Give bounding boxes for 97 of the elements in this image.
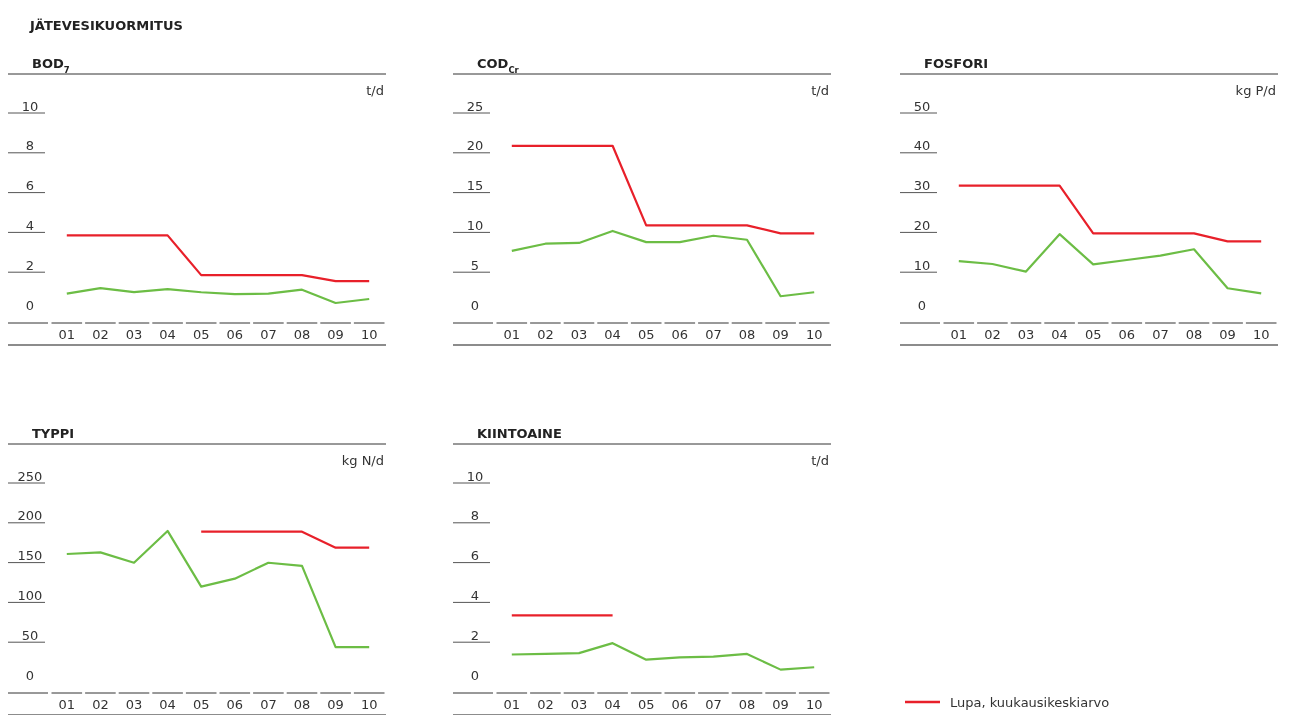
y-axis-title: t/d bbox=[366, 83, 384, 98]
x-tick-label: 03 bbox=[1017, 327, 1035, 342]
chart-title: BOD$_{7}$ bbox=[32, 56, 70, 75]
x-tick-label: 08 bbox=[293, 327, 311, 342]
y-tick-label: 50 bbox=[21, 627, 39, 643]
x-tick-label: 07 bbox=[1152, 327, 1169, 342]
x-tick-label: 02 bbox=[537, 697, 554, 712]
y-tick-label: 20 bbox=[466, 138, 484, 154]
x-tick-label: 05 bbox=[192, 327, 210, 342]
x-tick-label: 08 bbox=[738, 327, 756, 342]
x-tick-label: 06 bbox=[1118, 327, 1136, 342]
line-series bbox=[510, 229, 816, 298]
y-tick-label: 4 bbox=[25, 217, 35, 233]
y-tick-label: 8 bbox=[25, 138, 35, 154]
chart-title: TYPPI bbox=[32, 426, 75, 441]
x-tick-label: 04 bbox=[1051, 327, 1068, 342]
x-tick-label: 03 bbox=[125, 327, 143, 342]
x-tick-label: 01 bbox=[58, 697, 76, 712]
x-tick-label: 04 bbox=[159, 697, 176, 712]
y-tick-label: 4 bbox=[470, 587, 480, 603]
chart-title: FOSFORI bbox=[924, 56, 989, 71]
x-tick-label: 09 bbox=[772, 327, 789, 342]
y-tick-label: 100 bbox=[17, 587, 43, 603]
x-tick-label: 04 bbox=[604, 327, 621, 342]
chart-title: COD$_{Cr}$ bbox=[477, 56, 520, 75]
x-tick-label: 07 bbox=[260, 697, 277, 712]
x-tick-label: 07 bbox=[260, 327, 277, 342]
line-series bbox=[957, 233, 1263, 295]
x-tick-label: 08 bbox=[738, 697, 756, 712]
y-axis-title: t/d bbox=[811, 83, 829, 98]
x-tick-label: 06 bbox=[226, 697, 244, 712]
x-tick-label: 09 bbox=[327, 697, 344, 712]
x-tick-label: 04 bbox=[604, 697, 621, 712]
y-tick-label: 8 bbox=[470, 508, 480, 524]
line-series bbox=[65, 286, 371, 305]
y-tick-label: 10 bbox=[466, 468, 484, 484]
text: JÄTEVESIKUORMITUS bbox=[29, 18, 183, 33]
y-tick-label: 20 bbox=[913, 217, 931, 233]
y-tick-label: 10 bbox=[913, 257, 931, 273]
y-tick-label: 2 bbox=[470, 627, 480, 643]
x-tick-label: 06 bbox=[671, 697, 689, 712]
x-tick-label: 07 bbox=[705, 697, 722, 712]
y-tick-label: 6 bbox=[25, 178, 35, 194]
x-tick-label: 05 bbox=[1084, 327, 1102, 342]
x-tick-label: 07 bbox=[705, 327, 722, 342]
chart-title: KIINTOAINE bbox=[477, 426, 562, 441]
x-tick-label: 05 bbox=[192, 697, 210, 712]
y-axis-title: kg N/d bbox=[341, 453, 384, 468]
legend-label: Lupa, kuukausikeskiarvo bbox=[950, 695, 1110, 710]
x-tick-label: 10 bbox=[805, 697, 823, 712]
y-tick-label: 0 bbox=[470, 667, 480, 683]
x-tick-label: 09 bbox=[772, 697, 789, 712]
y-tick-label: 10 bbox=[466, 217, 484, 233]
x-tick-label: 06 bbox=[226, 327, 244, 342]
y-tick-label: 150 bbox=[17, 548, 43, 564]
x-tick-label: 04 bbox=[159, 327, 176, 342]
x-tick-label: 06 bbox=[671, 327, 689, 342]
x-tick-label: 02 bbox=[984, 327, 1001, 342]
x-tick-label: 02 bbox=[537, 327, 554, 342]
x-tick-label: 10 bbox=[1252, 327, 1270, 342]
y-tick-label: 0 bbox=[25, 667, 35, 683]
y-tick-label: 50 bbox=[913, 98, 931, 114]
y-tick-label: 0 bbox=[25, 297, 35, 313]
line-series bbox=[65, 529, 371, 649]
x-tick-label: 09 bbox=[327, 327, 344, 342]
y-axis-title: kg P/d bbox=[1235, 83, 1276, 98]
line-series bbox=[510, 642, 816, 671]
y-tick-label: 2 bbox=[25, 257, 35, 273]
x-tick-label: 01 bbox=[58, 327, 76, 342]
x-tick-label: 05 bbox=[637, 327, 655, 342]
x-tick-label: 01 bbox=[503, 697, 521, 712]
y-tick-label: 5 bbox=[470, 257, 480, 273]
x-tick-label: 05 bbox=[637, 697, 655, 712]
y-tick-label: 0 bbox=[917, 297, 927, 313]
x-tick-label: 08 bbox=[1185, 327, 1203, 342]
y-tick-label: 6 bbox=[470, 548, 480, 564]
x-tick-label: 02 bbox=[92, 697, 109, 712]
x-tick-label: 10 bbox=[805, 327, 823, 342]
y-tick-label: 40 bbox=[913, 138, 931, 154]
x-tick-label: 01 bbox=[503, 327, 521, 342]
x-tick-label: 03 bbox=[570, 327, 588, 342]
y-axis-title: t/d bbox=[811, 453, 829, 468]
y-tick-label: 25 bbox=[466, 98, 484, 114]
y-tick-label: 30 bbox=[913, 178, 931, 194]
y-tick-label: 250 bbox=[17, 468, 43, 484]
x-tick-label: 01 bbox=[950, 327, 968, 342]
y-tick-label: 200 bbox=[17, 508, 43, 524]
x-tick-label: 02 bbox=[92, 327, 109, 342]
y-tick-label: 0 bbox=[470, 297, 480, 313]
x-tick-label: 03 bbox=[125, 697, 143, 712]
x-tick-label: 09 bbox=[1219, 327, 1236, 342]
x-tick-label: 10 bbox=[360, 327, 378, 342]
x-tick-label: 10 bbox=[360, 697, 378, 712]
x-tick-label: 03 bbox=[570, 697, 588, 712]
y-tick-label: 15 bbox=[466, 178, 484, 194]
x-tick-label: 08 bbox=[293, 697, 311, 712]
y-tick-label: 10 bbox=[21, 98, 39, 114]
